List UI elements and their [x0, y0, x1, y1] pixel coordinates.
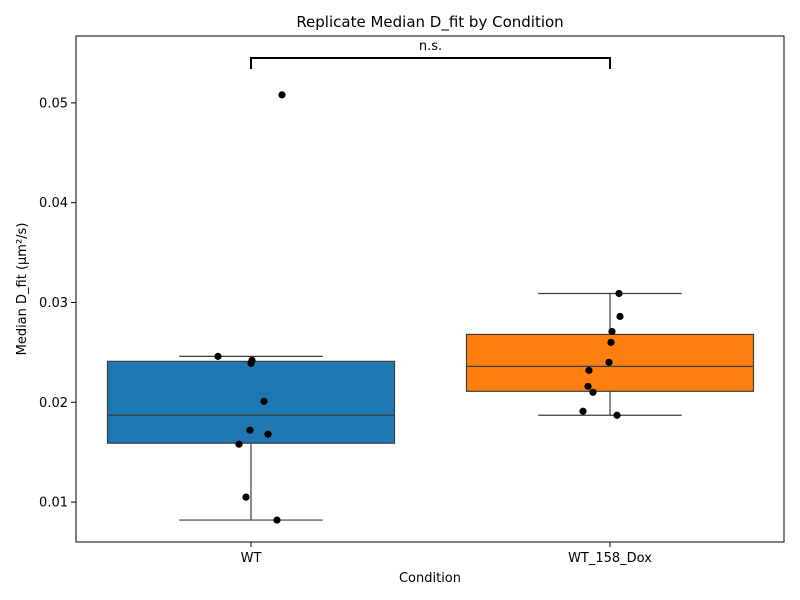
data-point — [605, 358, 613, 366]
y-axis-label: Median D_fit (µm²/s) — [15, 223, 30, 356]
y-tick-label: 0.04 — [39, 196, 68, 211]
significance-bracket — [250, 56, 611, 69]
data-point — [607, 338, 615, 346]
data-point — [585, 366, 593, 374]
data-point — [616, 312, 624, 321]
data-point — [264, 430, 272, 438]
data-point — [247, 359, 255, 367]
chart-title: Replicate Median D_fit by Condition — [296, 13, 563, 32]
box-WT_158_Dox — [465, 292, 755, 416]
significance-annotation: n.s. — [250, 39, 611, 69]
points-WT — [214, 91, 286, 524]
data-point — [589, 388, 597, 396]
plot-frame — [75, 35, 785, 543]
data-point — [613, 411, 621, 419]
y-tick-label: 0.01 — [39, 496, 68, 511]
box-WT — [106, 355, 396, 521]
data-point — [242, 493, 250, 501]
x-tick-label: WT_158_Dox — [568, 551, 652, 566]
significance-label: n.s. — [419, 39, 442, 54]
data-point — [273, 516, 281, 524]
plot-area: n.s. — [106, 39, 755, 524]
x-axis-label: Condition — [399, 571, 461, 586]
y-tick-label: 0.03 — [39, 296, 68, 311]
data-point — [608, 327, 616, 336]
data-point — [235, 440, 243, 448]
y-tick-label: 0.05 — [39, 96, 68, 111]
data-point — [615, 289, 623, 298]
points-WT_158_Dox — [579, 289, 624, 419]
y-tick-label: 0.02 — [39, 396, 68, 411]
axes: 0.01 0.02 0.03 0.04 0.05 WT WT_158_Dox — [39, 96, 652, 566]
x-tick-label: WT — [241, 551, 262, 566]
data-point — [246, 426, 254, 434]
data-point — [214, 352, 222, 360]
data-point — [278, 91, 286, 99]
data-point — [579, 407, 587, 415]
data-point — [260, 397, 268, 405]
data-point — [584, 382, 592, 390]
